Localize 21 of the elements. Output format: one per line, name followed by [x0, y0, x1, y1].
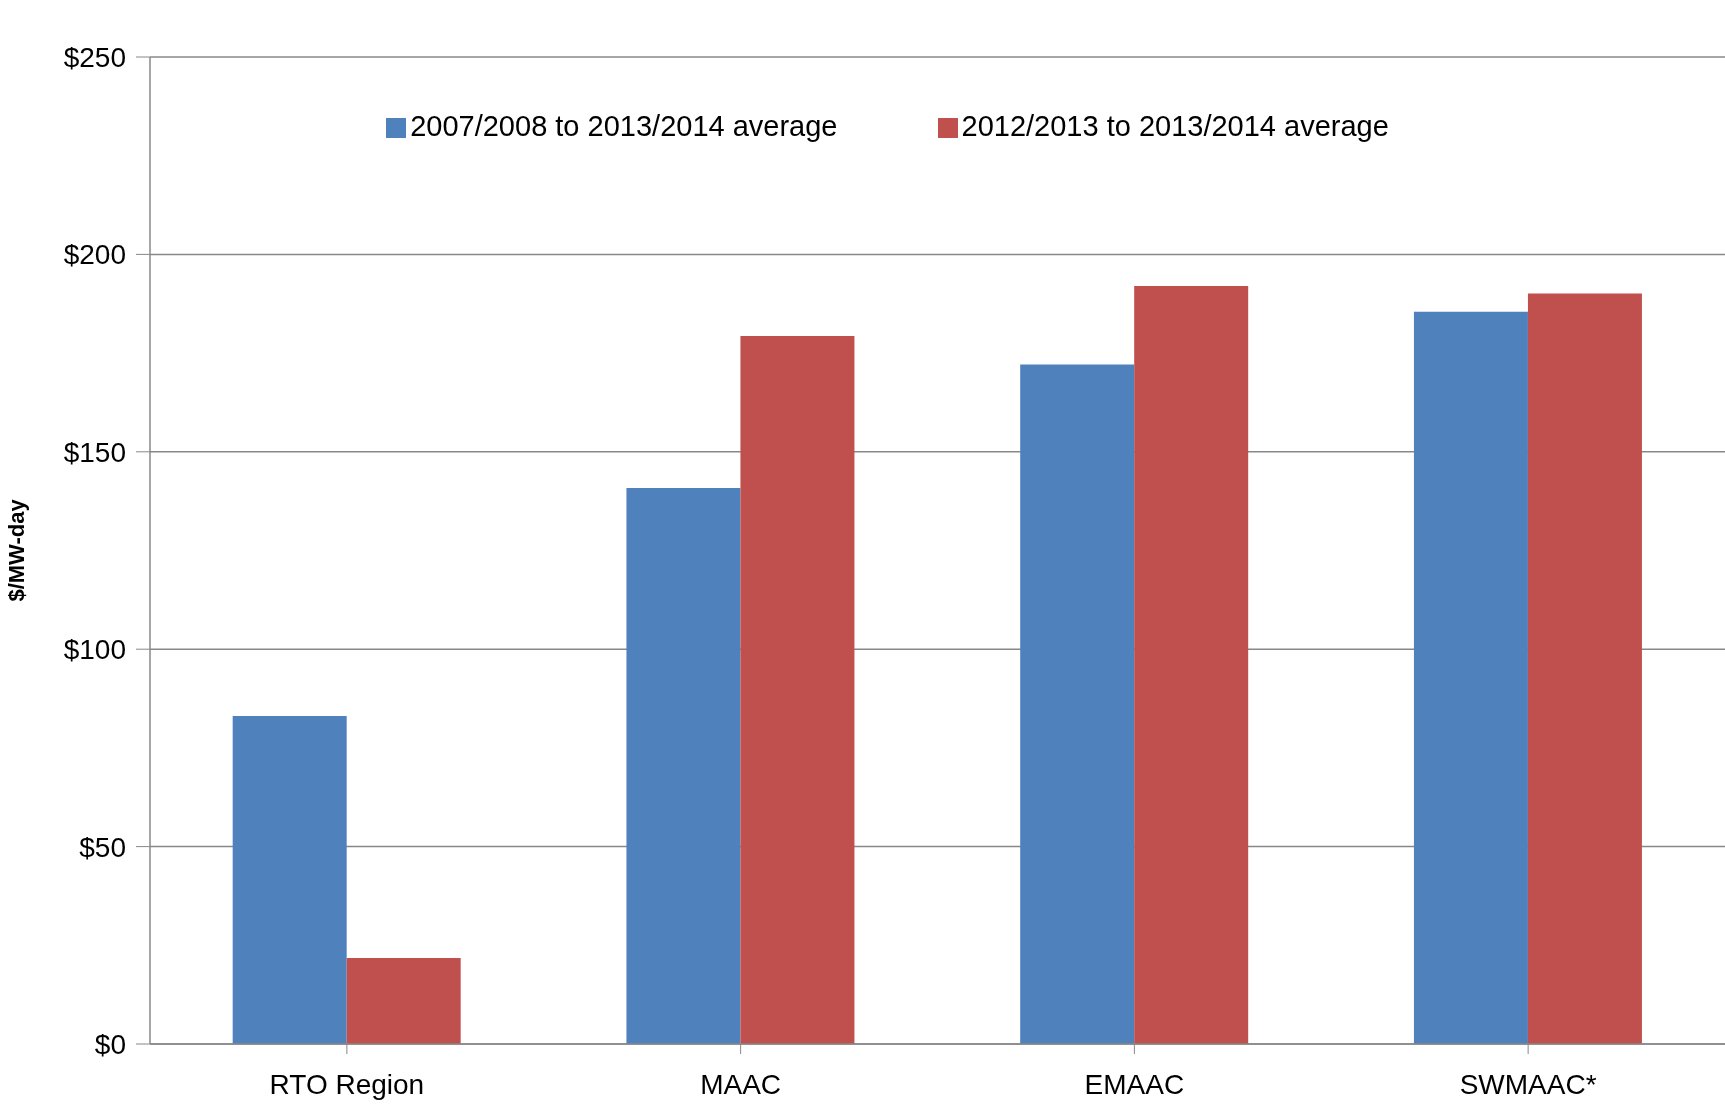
- bar: [740, 336, 855, 1044]
- bar: [1134, 285, 1249, 1044]
- y-tick-label: $200: [63, 239, 126, 271]
- legend-label: 2012/2013 to 2013/2014 average: [961, 110, 1389, 142]
- bar: [346, 957, 461, 1044]
- y-tick-label: $250: [63, 41, 126, 73]
- bar: [626, 488, 741, 1044]
- bar: [232, 715, 347, 1044]
- y-tick-label: $100: [63, 634, 126, 666]
- y-tick-label: $0: [94, 1028, 126, 1060]
- y-tick-label: $150: [63, 436, 126, 468]
- bar: [1413, 311, 1528, 1044]
- bar: [1527, 293, 1642, 1044]
- x-tick-label: EMAAC: [1084, 1068, 1185, 1100]
- x-tick-label: SWMAAC*: [1459, 1068, 1597, 1100]
- legend-label: 2007/2008 to 2013/2014 average: [410, 110, 838, 142]
- x-tick-label: MAAC: [700, 1068, 782, 1100]
- x-tick-label: RTO Region: [269, 1068, 425, 1100]
- y-axis-title: $/MW-day: [3, 498, 29, 602]
- y-tick-label: $50: [79, 831, 126, 863]
- bar: [1020, 364, 1135, 1044]
